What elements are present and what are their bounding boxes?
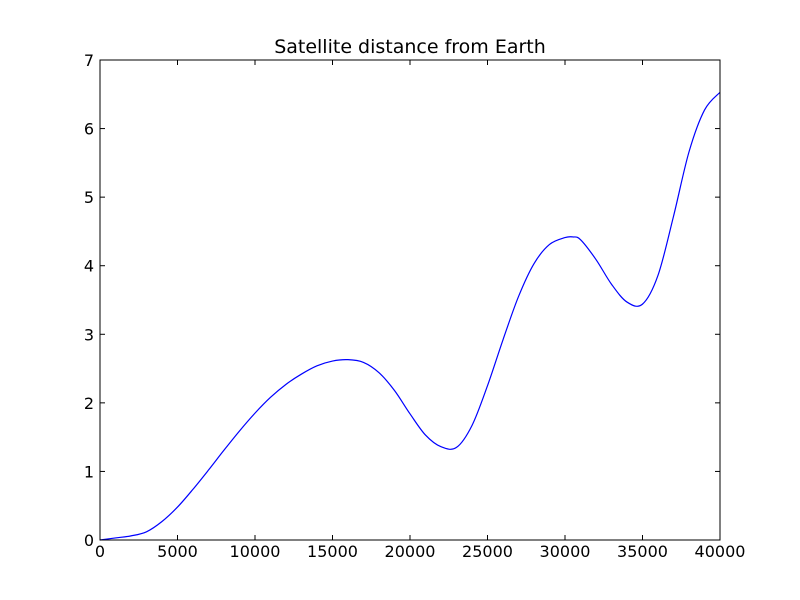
x-tick-label: 25000	[462, 542, 513, 561]
x-tick-label: 40000	[695, 542, 746, 561]
y-tick-label: 5	[84, 188, 94, 207]
series-line	[99, 91, 721, 541]
x-tick-label: 15000	[307, 542, 358, 561]
y-tick-label: 3	[84, 325, 94, 344]
y-tick-label: 6	[84, 120, 94, 139]
y-tick-label: 7	[84, 51, 94, 70]
y-tick-label: 0	[84, 531, 94, 550]
y-tick-label: 2	[84, 394, 94, 413]
x-tick-label: 5000	[157, 542, 198, 561]
plot-frame	[99, 59, 721, 541]
y-tick-label: 1	[84, 462, 94, 481]
x-tick-label: 0	[95, 542, 105, 561]
series-layer	[99, 91, 721, 541]
x-tick-label: 20000	[385, 542, 436, 561]
chart-title: Satellite distance from Earth	[274, 36, 546, 58]
axis-ticks: 0 5000 10000 15000 20000 25000 30000 35000 40000…	[84, 51, 746, 561]
x-tick-label: 10000	[230, 542, 281, 561]
x-tick-label: 35000	[617, 542, 668, 561]
x-tick-label: 30000	[540, 542, 591, 561]
y-tick-label: 4	[84, 257, 94, 276]
